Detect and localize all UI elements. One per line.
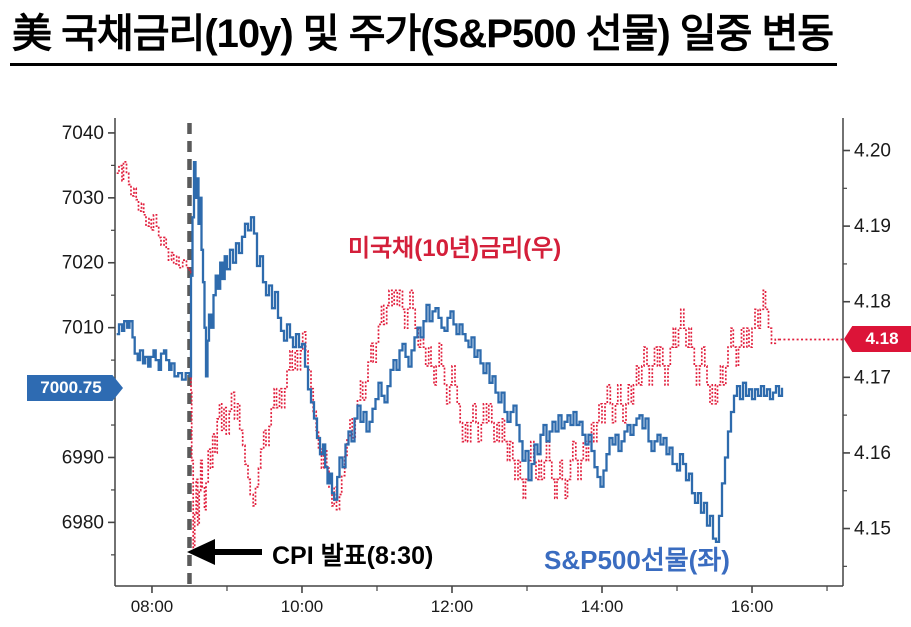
svg-text:4.20: 4.20 (854, 141, 891, 162)
svg-text:4.19: 4.19 (854, 216, 891, 237)
svg-text:7010: 7010 (62, 318, 104, 339)
axes: 7040 7030 7020 7010 6990 6980 4.20 4.19 4.18 4.17… (62, 118, 891, 616)
page-title: 美 국채금리(10y) 및 주가(S&P500 선물) 일중 변동 (10, 12, 838, 66)
cpi-arrow (187, 539, 262, 565)
svg-text:08:00: 08:00 (131, 597, 174, 616)
svg-text:10:00: 10:00 (281, 597, 324, 616)
svg-text:7030: 7030 (62, 188, 104, 209)
svg-text:16:00: 16:00 (731, 597, 774, 616)
cpi-annotation-label: CPI 발표(8:30) (272, 542, 434, 570)
sp500-last-price-tag: 7000.75 (27, 375, 123, 401)
yield-series-line (116, 161, 843, 549)
svg-text:6990: 6990 (62, 447, 104, 468)
yield-series-label: 미국채(10년)금리(우) (348, 235, 562, 262)
svg-text:6980: 6980 (62, 512, 104, 533)
svg-text:4.18: 4.18 (854, 292, 891, 313)
svg-text:4.15: 4.15 (854, 519, 891, 540)
sp500-series-label: S&P500선물(좌) (544, 545, 730, 575)
sp500-series-line (116, 160, 784, 544)
svg-text:7040: 7040 (62, 123, 104, 144)
svg-text:14:00: 14:00 (581, 597, 624, 616)
svg-text:4.16: 4.16 (854, 443, 891, 464)
yield-last-price-tag: 4.18 (844, 326, 911, 352)
svg-text:12:00: 12:00 (431, 597, 474, 616)
svg-text:4.17: 4.17 (854, 367, 891, 388)
svg-text:7020: 7020 (62, 253, 104, 274)
